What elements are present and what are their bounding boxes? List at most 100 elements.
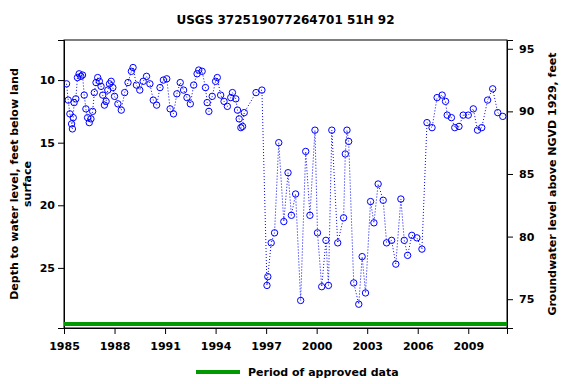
data-point <box>307 212 313 218</box>
data-point <box>319 283 325 289</box>
tick-mark <box>165 328 166 334</box>
data-point <box>187 101 193 107</box>
data-point <box>323 237 329 243</box>
tick-mark <box>507 174 513 175</box>
legend-swatch <box>196 370 240 374</box>
data-point <box>209 93 215 99</box>
tick: 90 <box>507 105 535 118</box>
data-point <box>424 119 430 125</box>
tick-mark <box>507 111 513 112</box>
y2-axis-title: Groundwater level above NGVD 1929, feet <box>546 52 559 315</box>
data-point <box>101 102 107 108</box>
data-point <box>484 97 490 103</box>
data-point <box>439 92 445 98</box>
data-point <box>500 113 506 119</box>
tick: 2000 <box>302 328 333 353</box>
data-point <box>312 127 318 133</box>
y-axis-title: Depth to water level, feet below landsur… <box>8 68 34 300</box>
tick-mark <box>468 328 469 334</box>
data-point <box>174 91 180 97</box>
tick-label: 1991 <box>150 340 181 353</box>
data-point <box>234 107 240 113</box>
data-point <box>325 282 331 288</box>
data-point <box>345 138 351 144</box>
title: USGS 372519077264701 51H 92 <box>176 13 394 27</box>
data-point <box>83 106 89 112</box>
tick: 2009 <box>453 328 484 353</box>
y-axis-title-line: Depth to water level, feet below land <box>8 68 21 300</box>
data-point <box>115 101 121 107</box>
data-point <box>404 252 410 258</box>
data-point <box>118 107 124 113</box>
data-point <box>419 246 425 252</box>
data-point <box>147 81 153 87</box>
tick: 25 <box>40 262 64 275</box>
data-point <box>285 170 291 176</box>
tick: 80 <box>507 231 535 244</box>
legend: Period of approved data <box>196 366 399 379</box>
chart: USGS 372519077264701 51H 921985198819911… <box>0 0 576 384</box>
data-point <box>190 82 196 88</box>
data-point <box>288 212 294 218</box>
y-axis-title-line: surface <box>21 161 34 207</box>
tick-mark <box>507 237 513 238</box>
tick-mark <box>58 143 64 144</box>
data-point <box>367 198 373 204</box>
tick-label: 10 <box>40 74 56 87</box>
data-point <box>429 124 435 130</box>
data-point <box>69 126 75 132</box>
data-point <box>94 74 100 80</box>
data-point <box>303 148 309 154</box>
y2-axis: 7580859095 <box>507 41 535 329</box>
tick-mark <box>418 328 419 334</box>
data-point <box>236 116 242 122</box>
tick: 10 <box>40 74 64 87</box>
tick-label: 1994 <box>201 340 232 353</box>
data-point <box>143 73 149 79</box>
data-point <box>271 230 277 236</box>
axis-line <box>65 329 508 335</box>
data-point <box>91 89 97 95</box>
data-point <box>281 218 287 224</box>
tick-label: 95 <box>519 43 534 56</box>
data-point <box>268 240 274 246</box>
tick: 1988 <box>100 328 131 353</box>
tick-mark <box>507 299 513 300</box>
tick-mark <box>367 328 368 334</box>
legend-label: Period of approved data <box>248 366 399 379</box>
data-point <box>199 68 205 74</box>
data-point <box>380 197 386 203</box>
data-point <box>177 79 183 85</box>
data-point <box>180 87 186 93</box>
data-point <box>335 240 341 246</box>
tick: 1991 <box>150 328 181 353</box>
plot-area <box>64 64 507 324</box>
data-point <box>157 84 163 90</box>
data-point <box>259 87 265 93</box>
data-point <box>297 297 303 303</box>
data-point <box>398 196 404 202</box>
tick: 2003 <box>352 328 383 353</box>
data-point <box>170 111 176 117</box>
data-point <box>86 119 92 125</box>
data-point <box>448 114 454 120</box>
data-point <box>276 139 282 145</box>
data-point <box>456 123 462 129</box>
tick-mark <box>216 328 217 334</box>
data-point <box>264 282 270 288</box>
data-point <box>329 127 335 133</box>
tick: 85 <box>507 168 534 181</box>
data-point <box>470 106 476 112</box>
tick-label: 85 <box>519 168 534 181</box>
data-point <box>393 261 399 267</box>
data-point <box>265 273 271 279</box>
data-point <box>401 237 407 243</box>
y-axis: 10152025 <box>40 41 65 329</box>
tick: 1994 <box>201 328 232 353</box>
tick-mark <box>58 205 64 206</box>
data-point <box>70 114 76 120</box>
data-point <box>212 78 218 84</box>
tick-label: 90 <box>519 105 535 118</box>
tick: 2006 <box>403 328 434 353</box>
data-point <box>342 151 348 157</box>
